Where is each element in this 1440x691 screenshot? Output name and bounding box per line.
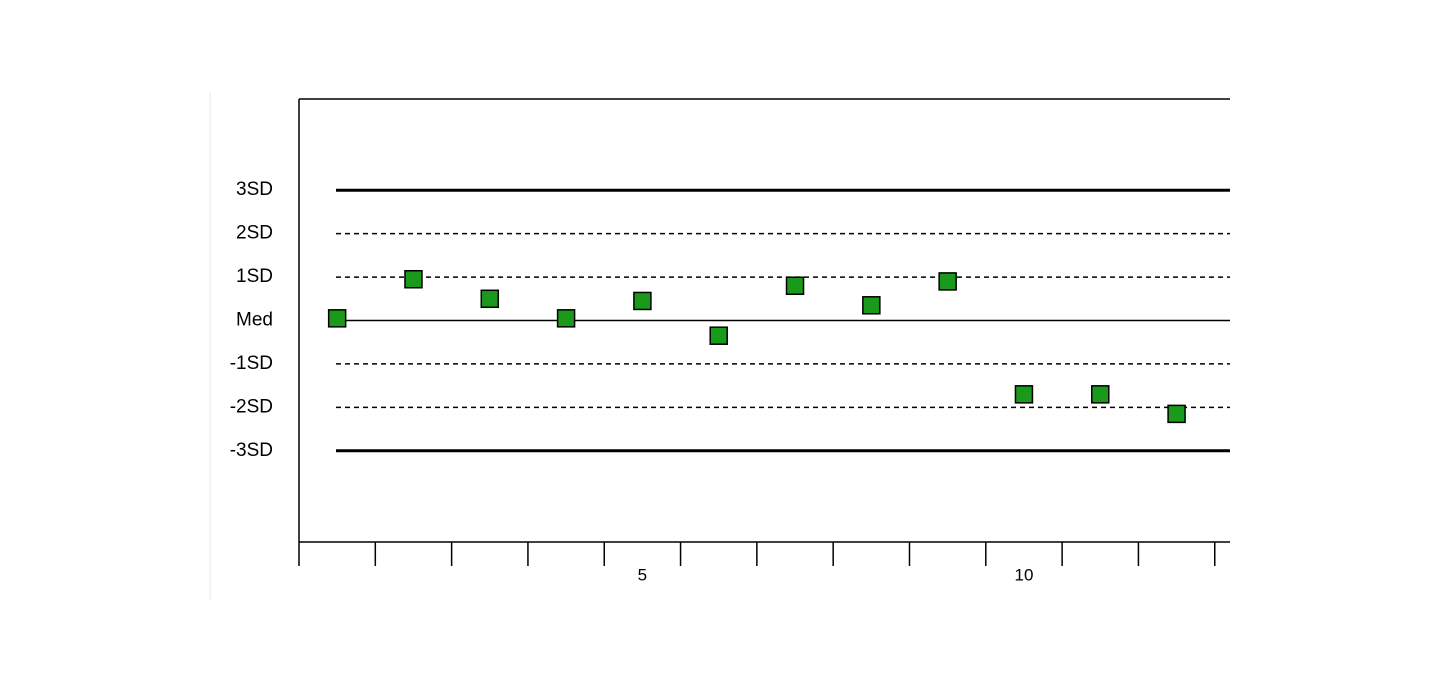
y-label-3sd: -3SD [230, 440, 273, 461]
data-point-3 [480, 289, 500, 309]
y-label-3sd: 3SD [236, 179, 273, 200]
data-point-5 [633, 291, 652, 311]
plot-frame [298, 98, 1230, 543]
data-point-9 [938, 272, 957, 291]
data-point-8 [862, 296, 881, 315]
data-point-12 [1167, 404, 1186, 424]
y-label-1sd: -1SD [230, 353, 273, 374]
data-points [327, 269, 1186, 424]
data-point-2 [404, 269, 423, 289]
data-point-4 [556, 309, 576, 328]
y-label-med: Med [236, 310, 273, 331]
y-axis-labels: 3SD 2SD 1SD Med -1SD -2SD -3SD [230, 179, 273, 461]
data-point-11 [1091, 385, 1110, 404]
y-label-1sd: 1SD [236, 266, 273, 287]
x-axis-labels: 5 10 [638, 566, 1034, 585]
x-tick-label-10: 10 [1014, 566, 1033, 585]
reference-lines [336, 188, 1230, 453]
x-tick-label-5: 5 [638, 566, 647, 585]
y-label-2sd: 2SD [236, 223, 273, 244]
data-point-6 [709, 326, 728, 345]
y-label-2sd: -2SD [230, 396, 273, 417]
x-axis-ticks [298, 542, 1216, 566]
data-point-1 [327, 309, 347, 328]
data-point-7 [785, 276, 805, 296]
data-point-10 [1014, 385, 1034, 404]
